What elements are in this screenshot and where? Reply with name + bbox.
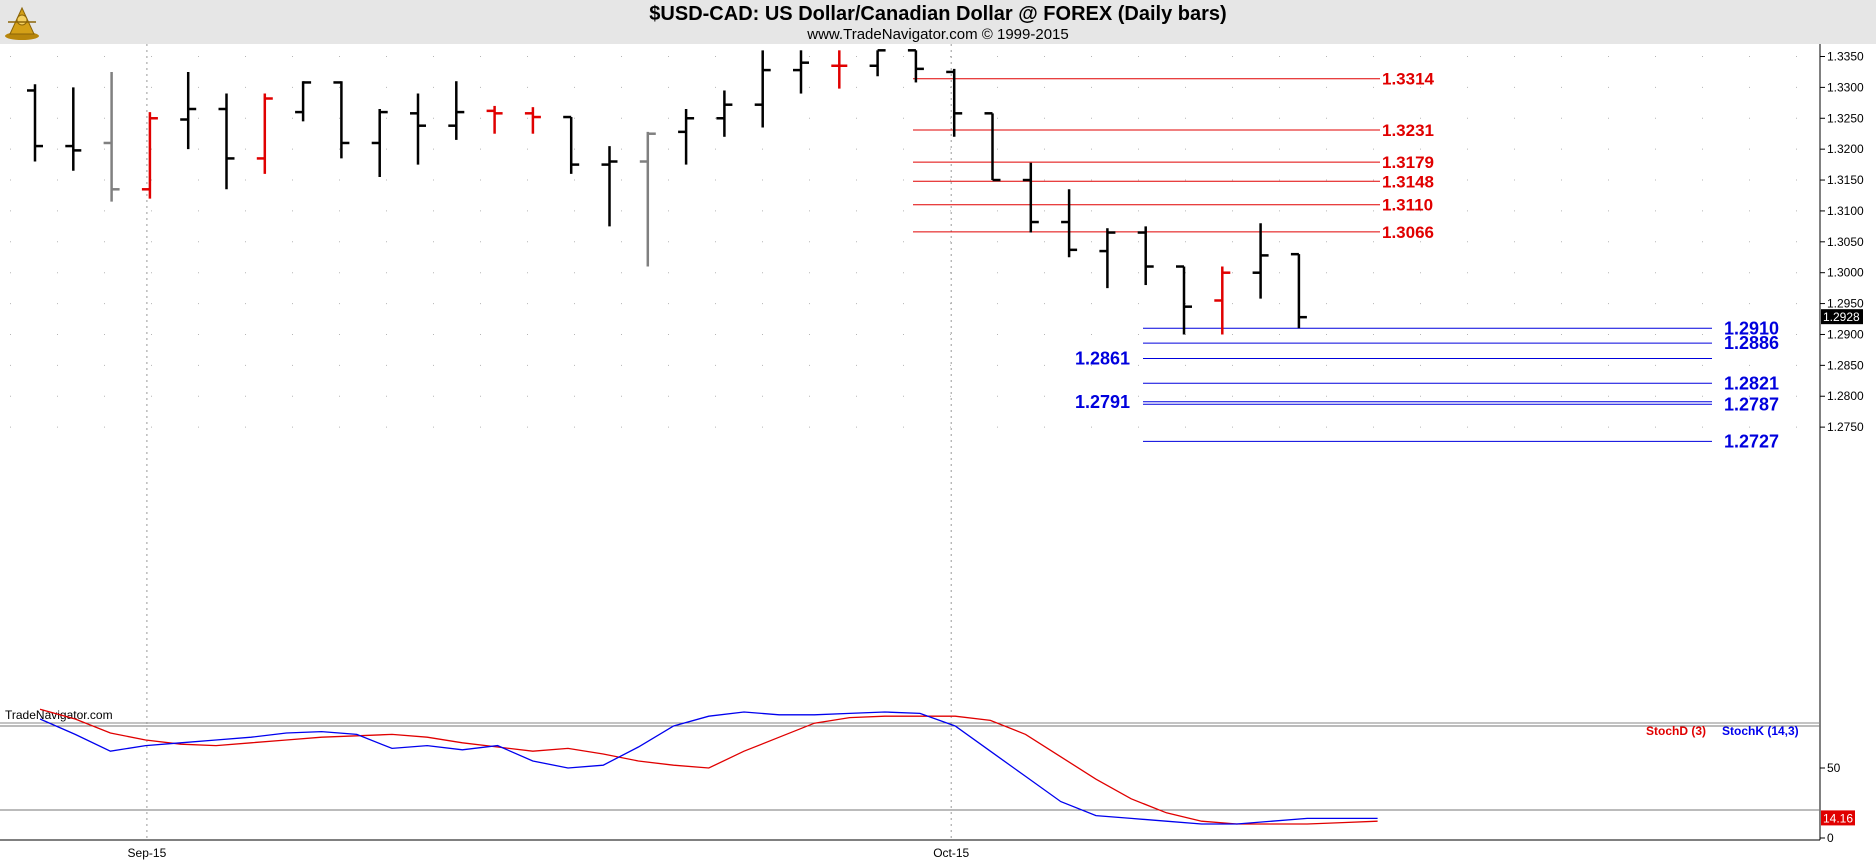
ohlc-bar — [1252, 223, 1269, 299]
ohlc-bar — [984, 112, 1001, 182]
resistance-label: 1.3110 — [1382, 196, 1433, 215]
chart-credit: www.TradeNavigator.com © 1999-2015 — [807, 26, 1069, 43]
ohlc-bar — [907, 49, 924, 83]
ohlc-bar — [1214, 266, 1231, 335]
ohlc-bar — [256, 93, 273, 174]
price-tick-label: 1.3000 — [1827, 266, 1864, 280]
ohlc-bar — [103, 71, 120, 202]
legend-stochd: StochD (3) — [1646, 724, 1706, 738]
ohlc-bar — [1099, 228, 1116, 289]
ohlc-bar — [1022, 162, 1039, 233]
last-price-label: 1.2928 — [1823, 310, 1860, 324]
price-tick-label: 1.3250 — [1827, 111, 1864, 125]
ohlc-bar — [141, 112, 158, 199]
price-tick-label: 1.3300 — [1827, 80, 1864, 94]
ohlc-bar — [946, 68, 963, 137]
price-tick-label: 1.2800 — [1827, 389, 1864, 403]
ohlc-bar — [295, 81, 312, 122]
ohlc-bar — [754, 50, 771, 128]
price-tick-label: 1.3200 — [1827, 142, 1864, 156]
ohlc-bar — [678, 109, 695, 165]
legend-stochk: StochK (14,3) — [1722, 724, 1799, 738]
ohlc-bar — [1137, 226, 1154, 286]
price-tick-label: 1.3150 — [1827, 173, 1864, 187]
support-label: 1.2886 — [1724, 333, 1779, 353]
support-label: 1.2791 — [1075, 392, 1130, 412]
price-tick-label: 1.2850 — [1827, 358, 1864, 372]
ohlc-bar — [486, 105, 503, 134]
ohlc-bar — [1290, 252, 1307, 329]
price-tick-label: 1.2950 — [1827, 297, 1864, 311]
ohlc-bar — [410, 93, 426, 165]
price-tick-label: 1.2750 — [1827, 420, 1864, 434]
ohlc-bar — [371, 109, 388, 177]
ohlc-bar — [1061, 189, 1078, 258]
price-tick-label: 1.3100 — [1827, 204, 1864, 218]
ohlc-bar — [793, 50, 809, 94]
stoch-tick-label: 0 — [1827, 831, 1834, 845]
ohlc-bar — [563, 115, 580, 174]
date-tick-label: Oct-15 — [933, 846, 969, 860]
price-tick-label: 1.2900 — [1827, 327, 1864, 341]
resistance-label: 1.3314 — [1382, 70, 1435, 89]
ohlc-bar — [524, 107, 541, 134]
ohlc-bar — [65, 87, 82, 171]
ohlc-bar — [601, 146, 618, 227]
resistance-label: 1.3148 — [1382, 172, 1434, 191]
last-price-box — [1821, 309, 1863, 325]
ohlc-bar — [180, 71, 197, 150]
ohlc-bar — [27, 84, 43, 162]
trade-navigator-logo-icon — [5, 6, 39, 40]
ohlc-bar — [716, 90, 733, 137]
stoch-tick-label: 50 — [1827, 761, 1841, 775]
resistance-label: 1.3179 — [1382, 153, 1434, 172]
ohlc-bar — [1176, 265, 1192, 335]
support-label: 1.2787 — [1724, 394, 1779, 414]
ohlc-bar — [639, 131, 656, 267]
ohlc-bar — [869, 49, 886, 77]
last-stoch-label: 14.16 — [1823, 811, 1853, 825]
ohlc-bar — [333, 81, 350, 159]
support-label: 1.2910 — [1724, 318, 1779, 338]
date-tick-label: Sep-15 — [128, 846, 167, 860]
resistance-label: 1.3231 — [1382, 121, 1434, 140]
chart-header — [0, 0, 1876, 44]
axis-background — [1821, 44, 1876, 840]
support-label: 1.2727 — [1724, 431, 1779, 451]
ohlc-bar — [218, 93, 235, 190]
support-label: 1.2861 — [1075, 349, 1130, 369]
ohlc-bar — [448, 81, 465, 140]
chart-title: $USD-CAD: US Dollar/Canadian Dollar @ FO… — [649, 3, 1227, 25]
resistance-label: 1.3066 — [1382, 223, 1434, 242]
last-stoch-box — [1821, 810, 1855, 826]
price-tick-label: 1.3350 — [1827, 50, 1864, 64]
ohlc-bar — [831, 50, 848, 89]
stoch-series-line — [39, 711, 1378, 825]
price-tick-label: 1.3050 — [1827, 235, 1864, 249]
stoch-series-line — [39, 708, 1378, 825]
support-label: 1.2821 — [1724, 373, 1779, 393]
